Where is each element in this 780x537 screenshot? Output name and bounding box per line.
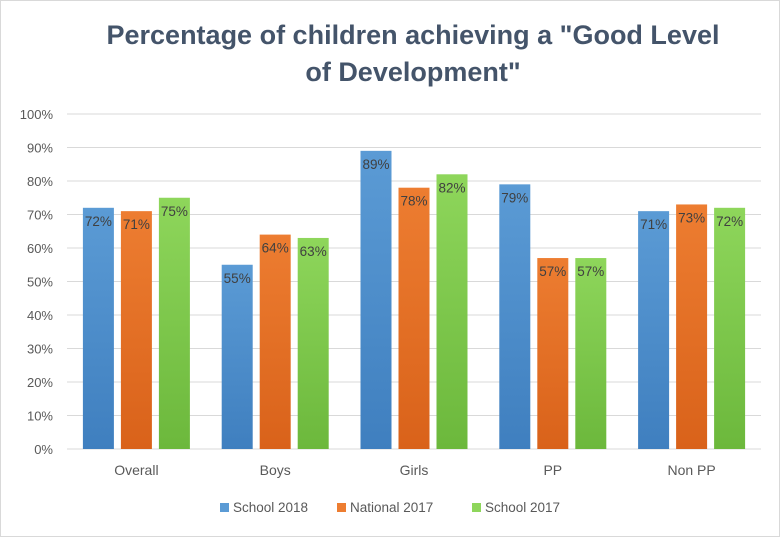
category-label: Boys xyxy=(260,462,291,478)
legend-label: National 2017 xyxy=(350,500,433,515)
bar xyxy=(676,204,708,449)
legend-item: School 2018 xyxy=(220,500,308,515)
data-label: 57% xyxy=(577,264,604,279)
y-tick-label: 60% xyxy=(27,241,53,256)
x-axis-category-labels: Overall Boys Girls PP Non PP xyxy=(114,462,716,478)
bar xyxy=(360,150,392,449)
category-label: Non PP xyxy=(667,462,715,478)
y-tick-label: 80% xyxy=(27,174,53,189)
legend-swatch xyxy=(472,503,481,512)
y-tick-label: 90% xyxy=(27,141,53,156)
data-label: 82% xyxy=(438,180,465,195)
data-label: 73% xyxy=(678,210,705,225)
data-label: 71% xyxy=(640,217,667,232)
bar xyxy=(221,264,253,449)
data-label: 72% xyxy=(716,214,743,229)
data-label: 64% xyxy=(262,241,289,256)
data-label: 63% xyxy=(300,244,327,259)
data-label: 57% xyxy=(539,264,566,279)
bar xyxy=(575,258,607,449)
bar xyxy=(297,237,329,449)
data-labels: 72% 71% 75% 55% 64% 63% 89% 78% 82% 79% 57% 57% 71% 7… xyxy=(85,157,743,286)
chart-title-line-2: of Development" xyxy=(305,57,520,87)
legend-label: School 2017 xyxy=(485,500,560,515)
y-axis-tick-labels: 0% 10% 20% 30% 40% 50% 60% 70% 80% 90% 100% xyxy=(20,107,54,457)
y-tick-label: 10% xyxy=(27,409,53,424)
data-label: 75% xyxy=(161,204,188,219)
chart-title: Percentage of children achieving a "Good… xyxy=(107,20,720,87)
y-tick-label: 40% xyxy=(27,308,53,323)
legend-item: National 2017 xyxy=(337,500,433,515)
y-tick-label: 50% xyxy=(27,275,53,290)
bar xyxy=(499,184,531,449)
category-label: Girls xyxy=(400,462,429,478)
bar xyxy=(158,197,190,449)
bars xyxy=(82,150,746,450)
legend-swatch xyxy=(337,503,346,512)
chart-title-line-1: Percentage of children achieving a "Good… xyxy=(107,20,720,50)
data-label: 72% xyxy=(85,214,112,229)
data-label: 55% xyxy=(224,271,251,286)
bar xyxy=(537,258,569,449)
data-label: 79% xyxy=(501,190,528,205)
y-tick-label: 30% xyxy=(27,342,53,357)
data-label: 71% xyxy=(123,217,150,232)
y-tick-label: 0% xyxy=(34,442,53,457)
category-label: PP xyxy=(543,462,562,478)
y-tick-label: 100% xyxy=(20,107,54,122)
bar xyxy=(398,187,430,449)
legend: School 2018 National 2017 School 2017 xyxy=(220,500,560,515)
legend-swatch xyxy=(220,503,229,512)
bar xyxy=(120,211,152,449)
bar xyxy=(259,234,291,449)
category-label: Overall xyxy=(114,462,158,478)
data-label: 89% xyxy=(362,157,389,172)
y-tick-label: 70% xyxy=(27,208,53,223)
y-tick-label: 20% xyxy=(27,375,53,390)
bar xyxy=(82,207,114,449)
data-label: 78% xyxy=(400,194,427,209)
bar xyxy=(714,207,746,449)
legend-item: School 2017 xyxy=(472,500,560,515)
legend-label: School 2018 xyxy=(233,500,308,515)
bar xyxy=(638,211,670,449)
bar xyxy=(436,174,468,450)
